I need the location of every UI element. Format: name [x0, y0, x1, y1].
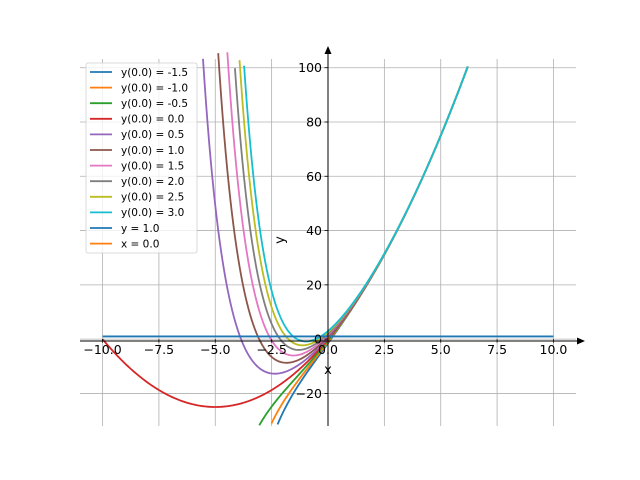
x-tick-label: 5.0	[431, 342, 451, 357]
series-line	[270, 66, 469, 424]
series-line	[258, 66, 469, 426]
x-tick-label: −10.0	[83, 342, 121, 357]
y-tick-label: 100	[298, 60, 322, 75]
x-tick-label: 10.0	[540, 342, 568, 357]
legend: y(0.0) = -1.5 y(0.0) = -1.0 y(0.0) = -0.5 y…	[85, 62, 198, 254]
y-axis-label: y	[273, 236, 288, 244]
x-tick-label: −7.5	[144, 342, 174, 357]
axes	[80, 46, 585, 426]
series-line	[243, 65, 469, 343]
legend-label: y(0.0) = 2.5	[121, 192, 184, 204]
legend-label: y(0.0) = -1.5	[121, 67, 188, 79]
series-line	[234, 66, 469, 351]
series-layer	[101, 52, 554, 426]
legend-label: y(0.0) = -0.5	[121, 98, 188, 110]
x-axis-label: x	[324, 363, 332, 378]
y-tick-label: 40	[306, 223, 322, 238]
y-tick-label: −20	[296, 386, 322, 401]
x-axis-arrow-icon	[577, 337, 585, 345]
legend-label: y(0.0) = 1.0	[121, 145, 184, 157]
y-tick-label: 20	[306, 277, 322, 292]
legend-label: y(0.0) = 1.5	[121, 160, 184, 172]
y-tick-label: 80	[306, 115, 322, 130]
x-tick-label: −5.0	[200, 342, 230, 357]
x-tick-label: 7.5	[487, 342, 507, 357]
y-axis-arrow-icon	[324, 46, 332, 54]
legend-label: y(0.0) = 0.0	[121, 114, 184, 126]
x-tick-label: −2.5	[256, 342, 286, 357]
y-tick-label: 0	[314, 332, 322, 347]
legend-label: y(0.0) = 3.0	[121, 207, 184, 219]
legend-label: y = 1.0	[121, 223, 159, 235]
legend-label: y(0.0) = -1.0	[121, 82, 188, 94]
legend-label: y(0.0) = 0.5	[121, 129, 184, 141]
y-tick-label: 60	[306, 169, 322, 184]
legend-label: x = 0.0	[121, 238, 159, 250]
x-tick-label: 2.5	[374, 342, 394, 357]
legend-frame	[85, 62, 198, 254]
legend-label: y(0.0) = 2.0	[121, 176, 184, 188]
x-tick-label: 0.0	[318, 342, 338, 357]
ticks: −10.0 −7.5 −5.0 −2.5 0.0 2.5 5.0 7.5 10.0 −20 0 20 4…	[83, 60, 567, 401]
